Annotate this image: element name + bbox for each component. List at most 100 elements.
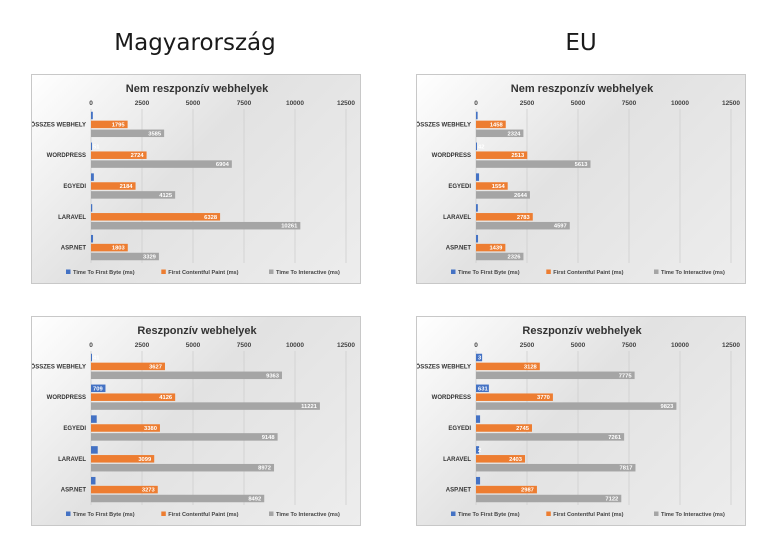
bar xyxy=(476,494,622,503)
data-label: 1458 xyxy=(490,122,504,128)
bar xyxy=(476,213,533,221)
bar xyxy=(91,213,221,221)
bar xyxy=(91,393,176,401)
bar xyxy=(476,415,481,423)
bar xyxy=(91,362,165,371)
category-label: ÖSSZES WEBHELY xyxy=(417,121,471,128)
bar xyxy=(91,160,232,168)
bar xyxy=(91,252,159,261)
chart-title: Reszponzív webhelyek xyxy=(137,325,257,337)
bar xyxy=(476,111,478,120)
data-label: 2987 xyxy=(521,488,534,494)
legend-swatch xyxy=(269,511,274,516)
bar xyxy=(476,151,528,159)
data-label: 3627 xyxy=(149,364,162,370)
category-label: EGYEDI xyxy=(63,184,86,190)
category-label: ASP.NET xyxy=(61,246,87,252)
x-tick-label: 5000 xyxy=(186,100,201,107)
bar xyxy=(91,415,97,423)
bar xyxy=(91,173,94,181)
data-label: 2326 xyxy=(508,254,522,260)
x-tick-label: 5000 xyxy=(571,342,586,349)
data-label: 9823 xyxy=(660,404,674,410)
data-label: 3380 xyxy=(144,426,157,432)
data-label: 1803 xyxy=(112,246,126,252)
legend-swatch xyxy=(654,511,659,516)
data-label: 7122 xyxy=(605,496,618,502)
data-label: 8972 xyxy=(258,466,271,472)
bar xyxy=(91,142,93,151)
data-label: 2 xyxy=(478,448,481,454)
bar xyxy=(91,182,136,190)
data-label: 2724 xyxy=(131,153,145,159)
data-label: 3128 xyxy=(524,364,538,370)
data-label: 51 xyxy=(93,144,100,150)
category-label: LARAVEL xyxy=(443,215,471,221)
x-tick-label: 12500 xyxy=(337,100,355,107)
x-tick-label: 10000 xyxy=(671,100,689,107)
data-label: 6328 xyxy=(204,215,218,221)
legend-swatch xyxy=(66,269,71,274)
legend-label: Time To First Byte (ms) xyxy=(458,270,520,276)
bar xyxy=(91,191,176,199)
data-label: 2745 xyxy=(516,426,530,432)
legend-label: First Contentful Paint (ms) xyxy=(168,270,238,276)
x-tick-label: 2500 xyxy=(135,100,150,107)
legend-swatch xyxy=(161,511,166,516)
bar xyxy=(476,433,625,441)
x-tick-label: 0 xyxy=(89,100,93,107)
bar xyxy=(91,371,283,380)
x-tick-label: 7500 xyxy=(237,342,252,349)
bar xyxy=(476,120,506,129)
data-label: 3 xyxy=(478,355,482,361)
legend-label: First Contentful Paint (ms) xyxy=(168,512,238,518)
bar xyxy=(91,120,128,129)
bar xyxy=(476,362,540,371)
region-title-eu: EU xyxy=(565,30,597,56)
bar xyxy=(476,129,524,138)
chart-svg: Nem reszponzív webhelyek 0 2500 5000 7500 100… xyxy=(32,83,355,276)
legend-label: Time To Interactive (ms) xyxy=(661,270,725,276)
bar xyxy=(91,494,265,503)
x-tick-label: 2500 xyxy=(520,100,535,107)
category-label: ÖSSZES WEBHELY xyxy=(417,363,471,370)
data-label: 631 xyxy=(478,386,488,392)
data-label: 11221 xyxy=(301,404,318,410)
bar xyxy=(476,221,570,230)
chart-hu-responsive: Reszponzív webhelyek 0 2500 5000 7500 10000 12… xyxy=(31,316,361,526)
bar xyxy=(476,353,483,362)
bar xyxy=(476,173,480,181)
bar xyxy=(91,234,94,243)
bar xyxy=(476,393,553,401)
x-tick-label: 2500 xyxy=(135,342,150,349)
chart-eu-nonresponsive: Nem reszponzív webhelyek 0 2500 5000 7500 100… xyxy=(416,74,746,284)
data-label: 2184 xyxy=(120,184,134,190)
data-label: 4125 xyxy=(159,193,173,199)
legend-label: Time To First Byte (ms) xyxy=(73,512,135,518)
chart-hu-nonresponsive: Nem reszponzív webhelyek 0 2500 5000 7500 100… xyxy=(31,74,361,284)
bar xyxy=(91,463,275,472)
data-label: 2324 xyxy=(508,131,522,137)
data-label: 2783 xyxy=(517,215,531,221)
category-label: WORDPRESS xyxy=(432,395,471,401)
data-label: 1554 xyxy=(492,184,506,190)
legend-label: First Contentful Paint (ms) xyxy=(553,512,623,518)
x-tick-label: 7500 xyxy=(622,342,637,349)
data-label: 9363 xyxy=(266,373,280,379)
x-tick-label: 10000 xyxy=(671,342,689,349)
x-tick-label: 0 xyxy=(89,342,93,349)
chart-title: Nem reszponzív webhelyek xyxy=(511,83,654,95)
legend-swatch xyxy=(546,269,551,274)
legend-swatch xyxy=(269,269,274,274)
category-label: ASP.NET xyxy=(446,246,472,252)
x-tick-label: 0 xyxy=(474,100,478,107)
bar xyxy=(91,243,128,252)
data-label: 3329 xyxy=(143,254,157,260)
category-label: EGYEDI xyxy=(448,184,471,190)
data-label: 3099 xyxy=(138,457,152,463)
bar xyxy=(476,243,506,252)
bar xyxy=(91,129,165,138)
legend-label: Time To First Byte (ms) xyxy=(73,270,135,276)
region-title-hungary: Magyarország xyxy=(114,30,276,56)
bar xyxy=(476,371,635,380)
